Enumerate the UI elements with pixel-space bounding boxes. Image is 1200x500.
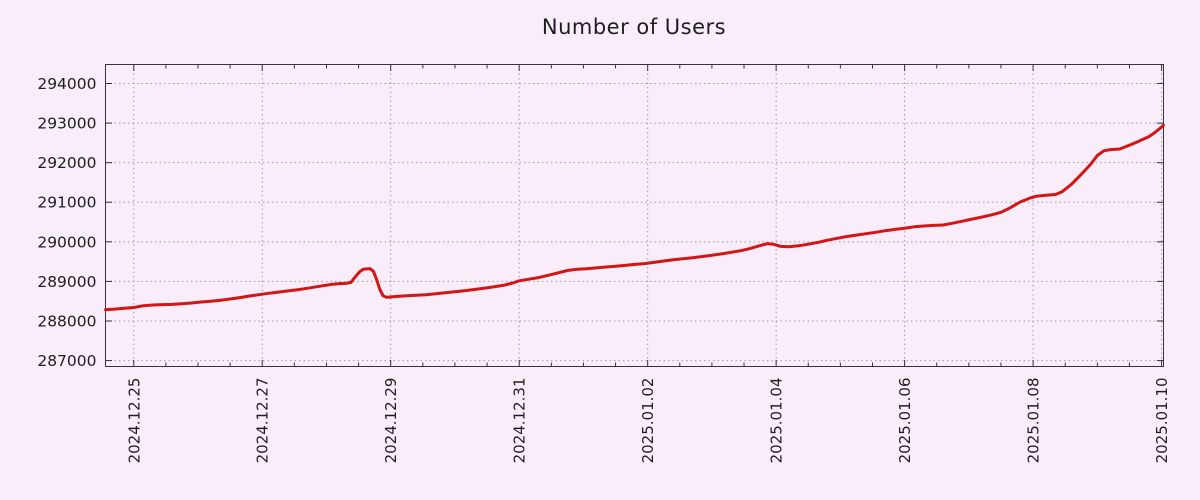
axis-ticks <box>105 64 1164 367</box>
x-tick-label: 2024.12.29 <box>382 378 400 464</box>
grid-layer <box>105 64 1164 367</box>
x-tick-label: 2024.12.25 <box>125 378 143 464</box>
x-tick-label: 2025.01.06 <box>896 378 914 464</box>
y-tick-label: 288000 <box>37 312 96 330</box>
y-tick-labels: 287000 288000 289000 290000 291000 292000 2930… <box>37 75 96 370</box>
y-tick-label: 290000 <box>37 233 96 251</box>
data-line <box>104 123 1165 312</box>
y-tick-label: 289000 <box>37 273 96 291</box>
x-tick-labels: 2024.12.25 2024.12.27 2024.12.29 2024.12.31… <box>125 378 1171 464</box>
x-tick-label: 2025.01.02 <box>639 378 657 464</box>
plot-border <box>105 64 1164 367</box>
x-tick-label: 2025.01.04 <box>768 378 786 464</box>
y-tick-label: 292000 <box>37 154 96 172</box>
y-tick-label: 294000 <box>37 75 96 93</box>
chart-title: Number of Users <box>541 15 727 39</box>
x-tick-label: 2024.12.27 <box>254 378 272 464</box>
y-tick-label: 293000 <box>37 115 96 133</box>
x-tick-label: 2024.12.31 <box>511 378 529 464</box>
x-tick-label: 2025.01.08 <box>1025 378 1043 464</box>
y-tick-label: 291000 <box>37 194 96 212</box>
y-tick-label: 287000 <box>37 352 96 370</box>
x-tick-label: 2025.01.10 <box>1153 378 1171 464</box>
